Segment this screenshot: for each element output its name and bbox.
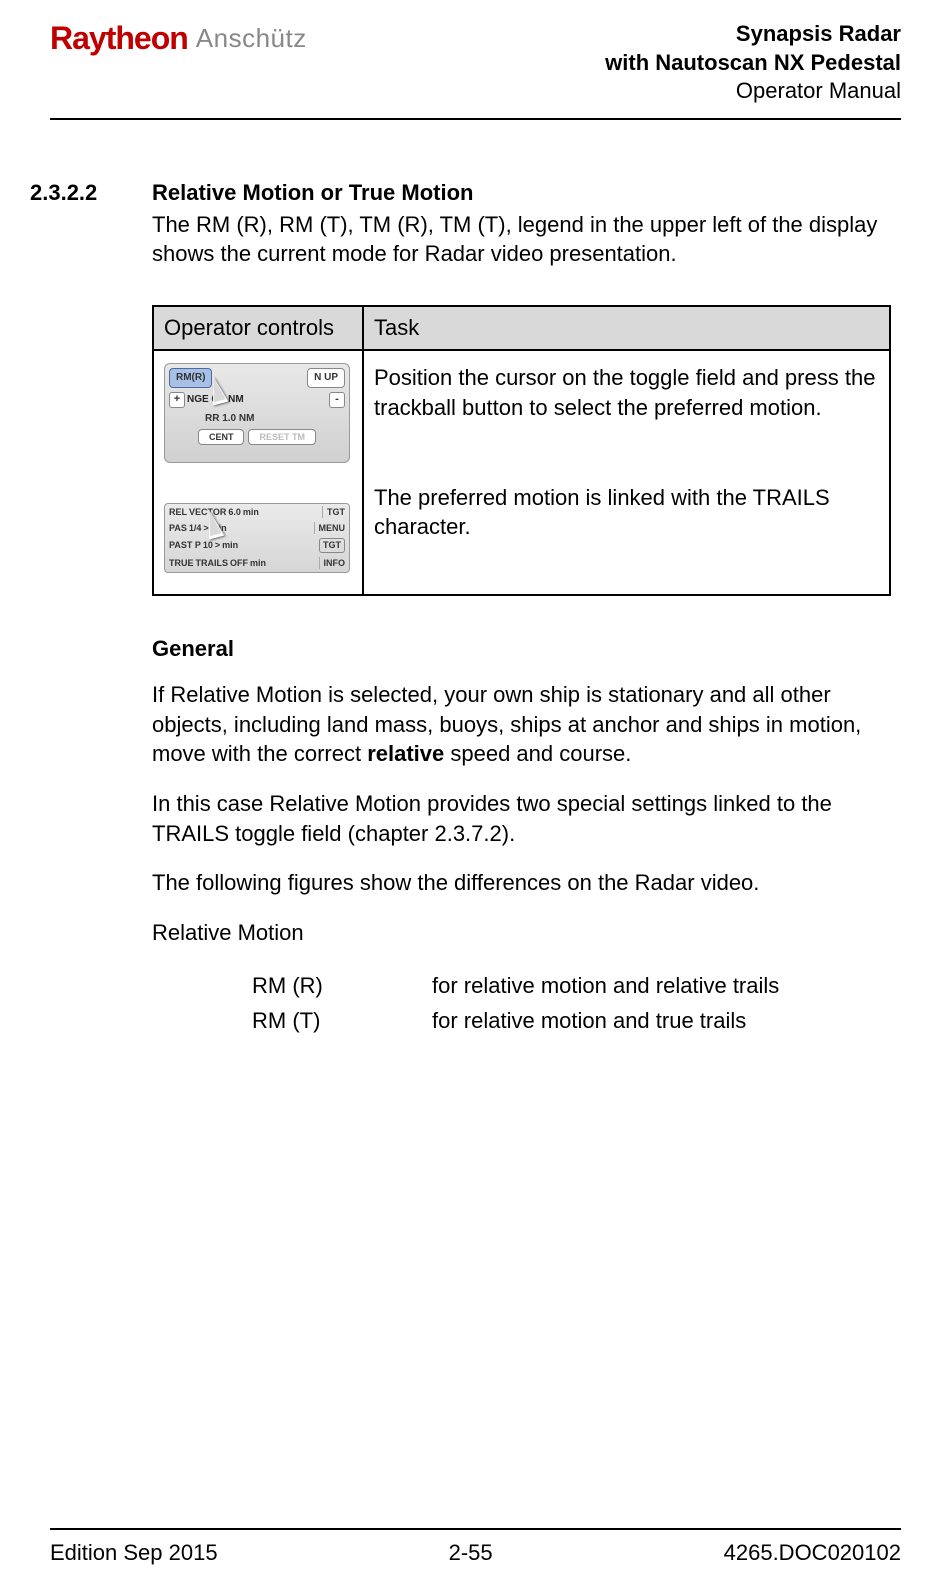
rel-label: REL xyxy=(169,506,187,518)
tgt-box-label: TGT xyxy=(319,538,345,552)
definition-row: RM (R) for relative motion and relative … xyxy=(252,968,891,1003)
footer-page-number: 2-55 xyxy=(449,1540,493,1566)
cent-button: CENT xyxy=(198,429,245,445)
section-body: Relative Motion or True Motion The RM (R… xyxy=(152,180,891,1038)
operator-controls-table: Operator controls Task RM(R) N UP + xyxy=(152,305,891,596)
title-line-1: Synapsis Radar xyxy=(605,20,901,49)
trails-panel-mock: REL VECTOR 6.0 min TGT PAS 1/4 > min xyxy=(164,503,350,573)
definition-row: RM (T) for relative motion and true trai… xyxy=(252,1003,891,1038)
table-row: RM(R) N UP + NGE 6.0 NM - RR 1.0 NM CENT xyxy=(153,350,890,595)
def-term-1: RM (R) xyxy=(252,968,432,1003)
minus-button: - xyxy=(329,392,345,408)
plus-button: + xyxy=(169,392,185,408)
menu-label: MENU xyxy=(314,522,346,534)
intro-paragraph: The RM (R), RM (T), TM (R), TM (T), lege… xyxy=(152,210,891,269)
table-header-task: Task xyxy=(363,306,890,350)
trails-value: OFF xyxy=(230,557,248,569)
logo-area: Raytheon Anschütz xyxy=(50,20,307,57)
def-term-2: RM (T) xyxy=(252,1003,432,1038)
info-label: INFO xyxy=(319,557,346,569)
section: 2.3.2.2 Relative Motion or True Motion T… xyxy=(50,180,901,1038)
reset-tm-button: RESET TM xyxy=(248,429,316,445)
trails-label: TRAILS xyxy=(196,557,229,569)
general-heading: General xyxy=(152,636,891,662)
pas-value: 1/4 xyxy=(189,522,202,534)
task-text-1: Position the cursor on the toggle field … xyxy=(374,363,879,422)
footer-doc-id: 4265.DOC020102 xyxy=(724,1540,901,1566)
footer-edition: Edition Sep 2015 xyxy=(50,1540,218,1566)
true-label: TRUE xyxy=(169,557,194,569)
definition-list: RM (R) for relative motion and relative … xyxy=(252,968,891,1038)
general-p3: The following figures show the differenc… xyxy=(152,868,891,898)
section-number: 2.3.2.2 xyxy=(30,180,97,206)
anschutz-logo: Anschütz xyxy=(196,23,307,54)
radar-range-panel-mock: RM(R) N UP + NGE 6.0 NM - RR 1.0 NM CENT xyxy=(164,363,350,463)
min-label: min xyxy=(250,557,266,569)
general-p1: If Relative Motion is selected, your own… xyxy=(152,680,891,769)
section-title: Relative Motion or True Motion xyxy=(152,180,891,206)
min-label: min xyxy=(222,539,238,551)
table-cell-task: Position the cursor on the toggle field … xyxy=(363,350,890,595)
vector-value: 6.0 xyxy=(228,506,241,518)
task-text-2: The preferred motion is linked with the … xyxy=(374,483,879,542)
tgt-label: TGT xyxy=(322,506,345,518)
chevron-icon: > xyxy=(215,539,220,551)
table-header-controls: Operator controls xyxy=(153,306,363,350)
general-p2: In this case Relative Motion provides tw… xyxy=(152,789,891,848)
general-p1-bold: relative xyxy=(367,741,444,766)
page-footer: Edition Sep 2015 2-55 4265.DOC020102 xyxy=(50,1528,901,1566)
table-cell-controls: RM(R) N UP + NGE 6.0 NM - RR 1.0 NM CENT xyxy=(153,350,363,595)
pastp-value: 10 xyxy=(203,539,213,551)
min-label: min xyxy=(243,506,259,518)
pas-label: PAS xyxy=(169,522,187,534)
raytheon-logo: Raytheon xyxy=(50,20,188,57)
nup-button: N UP xyxy=(307,368,345,388)
title-line-2: with Nautoscan NX Pedestal xyxy=(605,49,901,78)
def-desc-2: for relative motion and true trails xyxy=(432,1003,746,1038)
def-desc-1: for relative motion and relative trails xyxy=(432,968,779,1003)
pastp-label: PAST P xyxy=(169,539,201,551)
general-p4: Relative Motion xyxy=(152,918,891,948)
document-title: Synapsis Radar with Nautoscan NX Pedesta… xyxy=(605,20,901,106)
title-line-3: Operator Manual xyxy=(605,77,901,106)
general-p1-b: speed and course. xyxy=(444,741,631,766)
range-rings-label: RR 1.0 NM xyxy=(165,410,349,428)
page-header: Raytheon Anschütz Synapsis Radar with Na… xyxy=(50,20,901,120)
